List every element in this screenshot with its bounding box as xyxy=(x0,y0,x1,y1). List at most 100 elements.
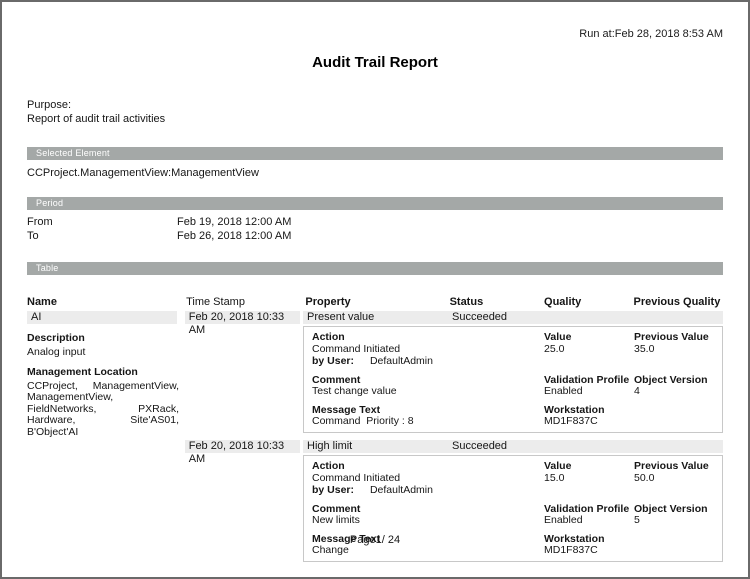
action-label: Action xyxy=(312,331,345,343)
validation-profile-label: Validation Profile xyxy=(544,502,630,515)
column-header-previous-quality: Previous Quality xyxy=(633,296,721,308)
property-value: High limit xyxy=(307,440,353,452)
name-cell: AI Description Analog input Management L… xyxy=(27,311,185,438)
report-title: Audit Trail Report xyxy=(312,54,438,71)
by-user-value: DefaultAdmin xyxy=(369,484,433,496)
previous-value-value: 35.0 xyxy=(634,342,655,355)
validation-profile-block: Validation Profile Enabled xyxy=(544,502,634,527)
comment-block: Comment New limits xyxy=(312,503,544,527)
value-label: Value xyxy=(544,331,572,343)
previous-value-value: 50.0 xyxy=(634,471,655,484)
status-value: Succeeded xyxy=(452,440,508,452)
purpose-block: Purpose: Report of audit trail activitie… xyxy=(27,98,723,126)
table-section-header: Table xyxy=(27,262,723,275)
detail-group-message: Message Text Change Workstation MD1F837C xyxy=(312,532,714,557)
object-version-label: Object Version xyxy=(634,502,708,515)
comment-label: Comment xyxy=(312,373,361,386)
workstation-label: Workstation xyxy=(544,532,605,545)
selected-element-value: CCProject.ManagementView:ManagementView xyxy=(27,167,259,179)
workstation-value: MD1F837C xyxy=(544,415,598,427)
details-cell: High limit Succeeded Action Command Init… xyxy=(303,440,723,562)
period-from-value: Feb 19, 2018 12:00 AM xyxy=(177,216,292,228)
period-from-label: From xyxy=(27,216,53,228)
name-description-block: Description Analog input Management Loca… xyxy=(27,332,179,438)
validation-profile-label: Validation Profile xyxy=(544,373,630,386)
timestamp-cell: Feb 20, 2018 10:33 AM xyxy=(184,440,303,465)
column-header-property: Property xyxy=(305,296,351,308)
name-value: AI xyxy=(27,311,177,324)
workstation-block: Workstation MD1F837C xyxy=(544,532,634,557)
previous-value-label: Previous Value xyxy=(634,460,709,472)
value-block: Value 25.0 xyxy=(544,331,634,368)
property-status-band: Present value Succeeded xyxy=(303,311,723,324)
run-at-timestamp: Run at:Feb 28, 2018 8:53 AM xyxy=(579,28,723,40)
selected-element-section-header: Selected Element xyxy=(27,147,723,160)
workstation-label: Workstation xyxy=(544,403,605,416)
purpose-label: Purpose: xyxy=(27,99,72,111)
value-value: 25.0 xyxy=(544,342,565,355)
validation-profile-block: Validation Profile Enabled xyxy=(544,373,634,398)
column-header-timestamp: Time Stamp xyxy=(186,296,245,308)
workstation-block: Workstation MD1F837C xyxy=(544,403,634,428)
action-block: Action Command Initiated by User: Defaul… xyxy=(312,331,544,368)
details-cell: Present value Succeeded Action Command I… xyxy=(303,311,723,433)
message-text-block: Message Text Change xyxy=(312,532,544,557)
empty-block xyxy=(634,405,714,428)
message-text-label: Message Text xyxy=(312,532,381,545)
by-user-value: DefaultAdmin xyxy=(369,355,433,367)
property-status-band: High limit Succeeded xyxy=(303,440,723,453)
detail-group-action: Action Command Initiated by User: Defaul… xyxy=(312,331,714,368)
management-location-label: Management Location xyxy=(27,366,138,378)
detail-group-action: Action Command Initiated by User: Defaul… xyxy=(312,460,714,497)
object-version-label: Object Version xyxy=(634,373,708,386)
message-text-label: Message Text xyxy=(312,403,381,416)
action-block: Action Command Initiated by User: Defaul… xyxy=(312,460,544,497)
comment-block: Comment Test change value xyxy=(312,373,544,398)
management-location-value: CCProject, ManagementView, ManagementVie… xyxy=(27,379,179,438)
period-to-label: To xyxy=(27,230,39,242)
previous-value-block: Previous Value 50.0 xyxy=(634,460,714,497)
object-version-value: 4 xyxy=(634,385,640,397)
audit-detail-box: Action Command Initiated by User: Defaul… xyxy=(303,326,723,433)
action-value: Command Initiated xyxy=(312,342,401,355)
property-value: Present value xyxy=(307,311,375,323)
timestamp-value: Feb 20, 2018 10:33 AM xyxy=(184,311,300,336)
table-header-row: Name Time Stamp Property Status Quality … xyxy=(27,296,723,308)
period-from-row: From Feb 19, 2018 12:00 AM xyxy=(27,215,723,229)
workstation-value: MD1F837C xyxy=(544,544,598,556)
by-user-label: by User: xyxy=(312,355,355,367)
by-user-line: by User: DefaultAdmin xyxy=(312,484,544,497)
detail-group-comment: Comment New limits Validation Profile En… xyxy=(312,502,714,527)
message-text-value: Change xyxy=(312,544,349,556)
period-to-value: Feb 26, 2018 12:00 AM xyxy=(177,230,292,242)
column-header-status: Status xyxy=(449,296,484,308)
purpose-text: Report of audit trail activities xyxy=(27,113,166,125)
validation-profile-value: Enabled xyxy=(544,514,583,526)
table-row: Feb 20, 2018 10:33 AM High limit Succeed… xyxy=(27,440,723,562)
description-label: Description xyxy=(27,332,85,344)
message-text-value: Command Priority : 8 xyxy=(312,415,414,427)
action-label: Action xyxy=(312,460,345,472)
column-header-quality: Quality xyxy=(544,296,582,308)
period-rows: From Feb 19, 2018 12:00 AM To Feb 26, 20… xyxy=(27,215,723,243)
previous-value-label: Previous Value xyxy=(634,331,709,343)
period-to-row: To Feb 26, 2018 12:00 AM xyxy=(27,229,723,243)
value-block: Value 15.0 xyxy=(544,460,634,497)
timestamp-value: Feb 20, 2018 10:33 AM xyxy=(184,440,300,465)
validation-profile-value: Enabled xyxy=(544,385,583,397)
column-header-name: Name xyxy=(27,296,57,308)
action-value: Command Initiated xyxy=(312,471,401,484)
table-row: AI Description Analog input Management L… xyxy=(27,311,723,438)
comment-value: New limits xyxy=(312,514,360,526)
timestamp-cell: Feb 20, 2018 10:33 AM xyxy=(184,311,303,336)
previous-value-block: Previous Value 35.0 xyxy=(634,331,714,368)
message-text-block: Message Text Command Priority : 8 xyxy=(312,403,544,428)
by-user-line: by User: DefaultAdmin xyxy=(312,355,544,368)
by-user-label: by User: xyxy=(312,484,355,496)
object-version-value: 5 xyxy=(634,514,640,526)
table-body: AI Description Analog input Management L… xyxy=(27,311,723,562)
detail-group-message: Message Text Command Priority : 8 Workst… xyxy=(312,403,714,428)
page-indicator: Page1/ 24 xyxy=(349,534,401,546)
detail-group-comment: Comment Test change value Validation Pro… xyxy=(312,373,714,398)
